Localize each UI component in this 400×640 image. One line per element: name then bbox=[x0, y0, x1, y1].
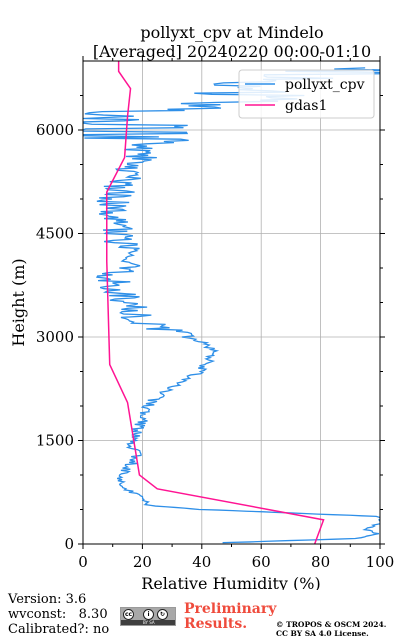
calibrated-text: Calibrated?: no bbox=[8, 622, 110, 637]
y-tick-label: 6000 bbox=[36, 121, 74, 139]
preliminary-notice: Preliminary Results. bbox=[184, 602, 276, 632]
y-axis-label: Height (m) bbox=[9, 258, 28, 346]
x-tick-label: 80 bbox=[311, 553, 330, 571]
wvconst-label: wvconst: bbox=[8, 607, 67, 622]
copyright-line2: CC BY SA 4.0 License. bbox=[276, 629, 369, 638]
chart-subtitle: [Averaged] 20240220 00:00-01:10 bbox=[93, 42, 371, 61]
chart-title: pollyxt_cpv at Mindelo bbox=[140, 23, 323, 42]
legend-box bbox=[238, 69, 375, 119]
series-gdas1-line bbox=[106, 61, 325, 544]
metadata-block: Version: 3.6 wvconst: 8.30 Calibrated?: … bbox=[8, 592, 109, 637]
x-axis-label: Relative Humidity (%) bbox=[141, 574, 320, 590]
cc-license-icon: cc i ↻ BY SA bbox=[120, 607, 176, 626]
copyright-line1: © TROPOS & OSCM 2024. bbox=[276, 620, 387, 629]
x-tick-label: 20 bbox=[133, 553, 152, 571]
chart: 0 20 40 60 80 100 0 1500 3000 4500 6000 pollyxt_cpv… bbox=[9, 23, 395, 590]
y-tick-label: 0 bbox=[64, 535, 74, 553]
y-tick-label: 4500 bbox=[36, 225, 74, 243]
x-tick-label: 60 bbox=[252, 553, 271, 571]
preliminary-line1: Preliminary bbox=[184, 601, 277, 617]
preliminary-line2: Results. bbox=[184, 616, 248, 632]
series-pollyxt-line bbox=[83, 67, 380, 544]
wvconst-value: 8.30 bbox=[78, 607, 108, 622]
x-tick-label: 100 bbox=[366, 553, 395, 571]
copyright-notice: © TROPOS & OSCM 2024. CC BY SA 4.0 Licen… bbox=[276, 620, 386, 638]
legend-label: gdas1 bbox=[285, 98, 327, 114]
x-tick-label: 0 bbox=[78, 553, 88, 571]
legend-label: pollyxt_cpv bbox=[285, 77, 365, 93]
badge-label: BY SA bbox=[143, 620, 155, 625]
version-text: Version: 3.6 bbox=[8, 592, 87, 607]
x-tick-label: 40 bbox=[192, 553, 211, 571]
y-tick-label: 1500 bbox=[36, 432, 74, 450]
y-tick-label: 3000 bbox=[36, 328, 74, 346]
